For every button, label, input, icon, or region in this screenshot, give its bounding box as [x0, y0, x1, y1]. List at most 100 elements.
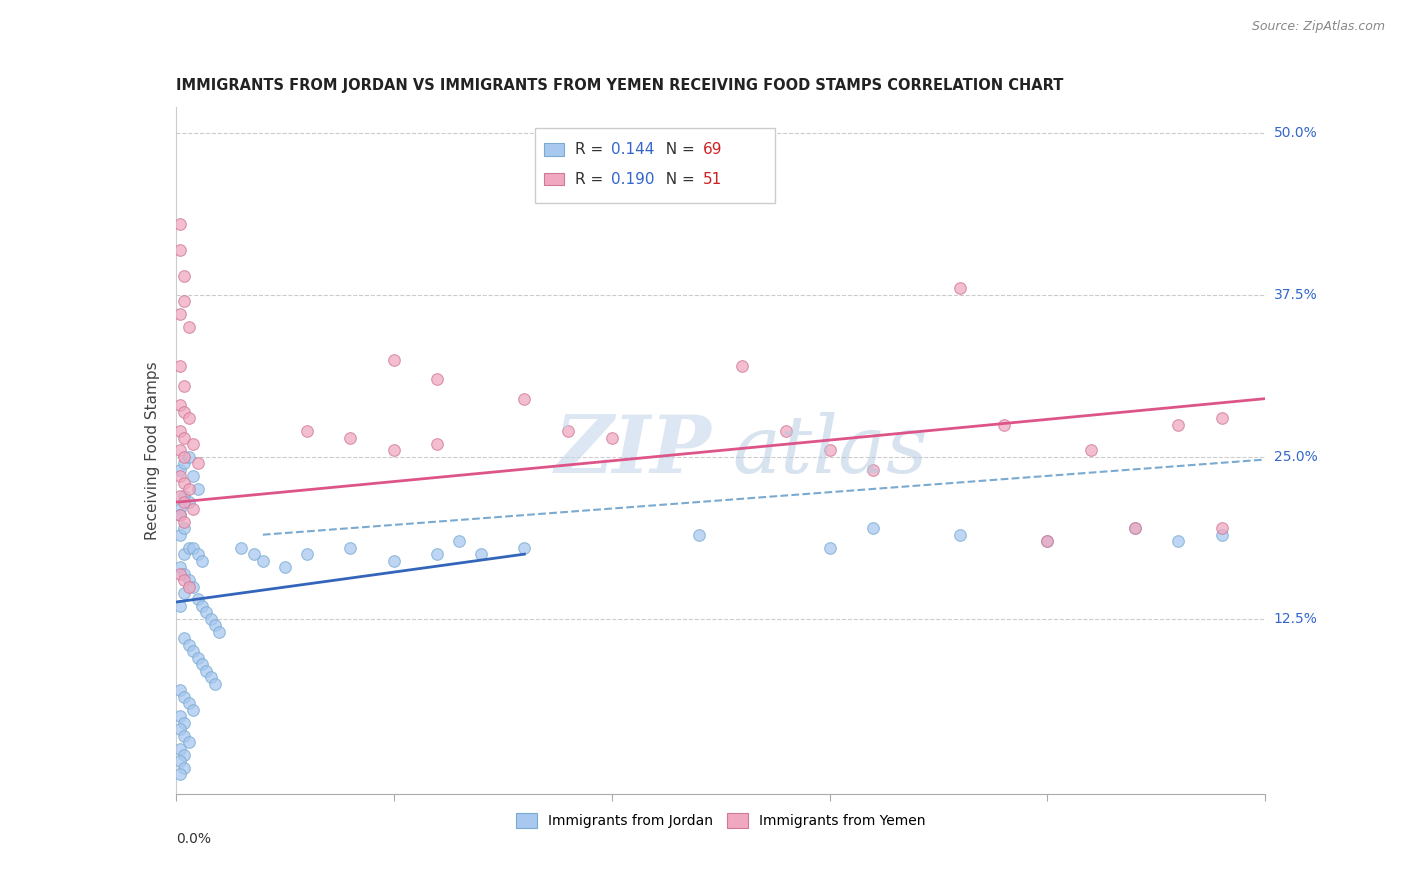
Point: [186, 547, 209, 561]
Point: [1036, 534, 1059, 549]
Point: [1080, 443, 1102, 458]
Point: [169, 469, 191, 483]
Text: N =: N =: [657, 142, 700, 157]
Point: [173, 515, 195, 529]
Point: [169, 463, 191, 477]
Point: [173, 690, 195, 704]
Point: [382, 443, 405, 458]
Point: [169, 722, 191, 736]
Point: [173, 294, 195, 309]
Point: [181, 437, 204, 451]
Point: [191, 657, 214, 672]
Point: [186, 592, 209, 607]
Point: [177, 735, 200, 749]
Point: [169, 359, 191, 374]
Text: 0.144: 0.144: [610, 142, 654, 157]
Point: [426, 437, 449, 451]
Point: [169, 683, 191, 698]
Point: [177, 320, 200, 334]
Point: [181, 644, 204, 658]
Point: [173, 378, 195, 392]
Point: [173, 489, 195, 503]
Point: [169, 767, 191, 781]
Point: [177, 580, 200, 594]
Point: [173, 495, 195, 509]
Point: [173, 450, 195, 464]
Point: [295, 424, 318, 438]
Point: [688, 527, 710, 541]
Point: [173, 475, 195, 490]
Point: [200, 612, 222, 626]
Point: [173, 457, 195, 471]
Point: [252, 553, 274, 567]
Point: [1167, 534, 1189, 549]
Point: [177, 573, 200, 587]
Point: [949, 281, 972, 295]
Point: [173, 729, 195, 743]
Text: atlas: atlas: [733, 412, 927, 489]
Point: [557, 424, 579, 438]
Point: [191, 599, 214, 613]
Text: 51: 51: [703, 171, 723, 186]
Point: [186, 650, 209, 665]
Point: [173, 404, 195, 418]
Point: [382, 352, 405, 367]
Point: [470, 547, 492, 561]
Text: 0.190: 0.190: [610, 171, 654, 186]
Point: [1036, 534, 1059, 549]
Point: [186, 457, 209, 471]
Point: [200, 670, 222, 684]
Point: [181, 703, 204, 717]
Point: [169, 307, 191, 321]
Point: [177, 495, 200, 509]
Point: [513, 541, 536, 555]
Point: [173, 566, 195, 581]
Point: [169, 489, 191, 503]
Point: [173, 573, 195, 587]
Point: [195, 606, 218, 620]
Point: [513, 392, 536, 406]
Text: R =: R =: [575, 171, 607, 186]
Text: 37.5%: 37.5%: [1274, 288, 1317, 302]
Text: 50.0%: 50.0%: [1274, 126, 1317, 140]
Point: [169, 599, 191, 613]
Point: [1167, 417, 1189, 432]
Point: [169, 741, 191, 756]
Point: [862, 463, 884, 477]
Text: IMMIGRANTS FROM JORDAN VS IMMIGRANTS FROM YEMEN RECEIVING FOOD STAMPS CORRELATIO: IMMIGRANTS FROM JORDAN VS IMMIGRANTS FRO…: [176, 78, 1063, 94]
Point: [181, 469, 204, 483]
Point: [169, 424, 191, 438]
Point: [173, 586, 195, 600]
Point: [173, 268, 195, 283]
Point: [169, 566, 191, 581]
Point: [173, 747, 195, 762]
Point: [818, 443, 841, 458]
Point: [993, 417, 1015, 432]
Point: [274, 560, 297, 574]
Point: [208, 624, 231, 639]
Point: [173, 547, 195, 561]
Text: 0.0%: 0.0%: [176, 831, 211, 846]
Point: [186, 483, 209, 497]
Text: N =: N =: [657, 171, 700, 186]
Text: Source: ZipAtlas.com: Source: ZipAtlas.com: [1251, 20, 1385, 33]
Point: [600, 430, 623, 444]
Point: [382, 553, 405, 567]
FancyBboxPatch shape: [544, 173, 564, 186]
Point: [1123, 521, 1146, 535]
Point: [181, 580, 204, 594]
Point: [204, 618, 226, 632]
Point: [177, 450, 200, 464]
Text: 69: 69: [703, 142, 723, 157]
Point: [731, 359, 754, 374]
Point: [169, 398, 191, 412]
Point: [169, 508, 191, 523]
Point: [295, 547, 318, 561]
Text: ZIP: ZIP: [555, 412, 711, 489]
Point: [181, 501, 204, 516]
Point: [181, 541, 204, 555]
Point: [169, 443, 191, 458]
Point: [243, 547, 266, 561]
Point: [339, 430, 361, 444]
Point: [1211, 411, 1233, 425]
